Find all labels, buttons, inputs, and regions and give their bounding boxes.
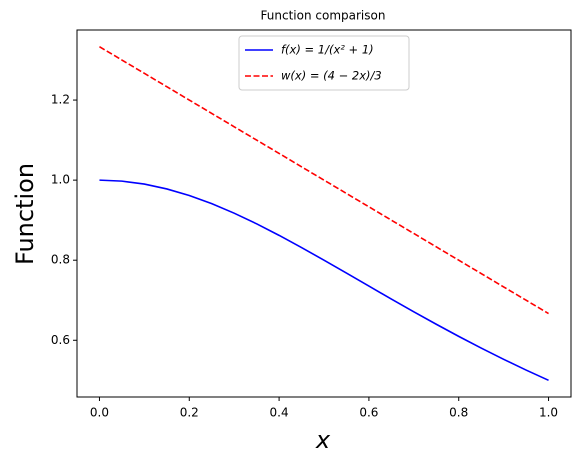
y-axis-label: Function <box>11 163 39 265</box>
y-tick-label: 1.0 <box>51 173 70 187</box>
x-tick-label: 0.2 <box>180 406 199 420</box>
x-tick-label: 0.8 <box>449 406 468 420</box>
x-tick-label: 0.4 <box>270 406 289 420</box>
y-tick-label: 1.2 <box>51 93 70 107</box>
plot-frame <box>76 29 572 398</box>
chart-title: Function comparison <box>261 9 386 23</box>
x-tick-label: 0.6 <box>359 406 378 420</box>
x-tick-label: 1.0 <box>539 406 558 420</box>
legend-label: f(x) = 1/(x² + 1) <box>281 43 374 57</box>
series-line <box>99 179 549 382</box>
y-tick-label: 0.6 <box>51 333 70 347</box>
legend-label: w(x) = (4 − 2x)/3 <box>281 69 382 83</box>
y-tick-label: 0.8 <box>51 253 70 267</box>
series-line <box>99 46 549 315</box>
x-tick-label: 0.0 <box>90 406 109 420</box>
legend-box <box>238 35 410 91</box>
x-axis-label: x <box>315 426 331 454</box>
